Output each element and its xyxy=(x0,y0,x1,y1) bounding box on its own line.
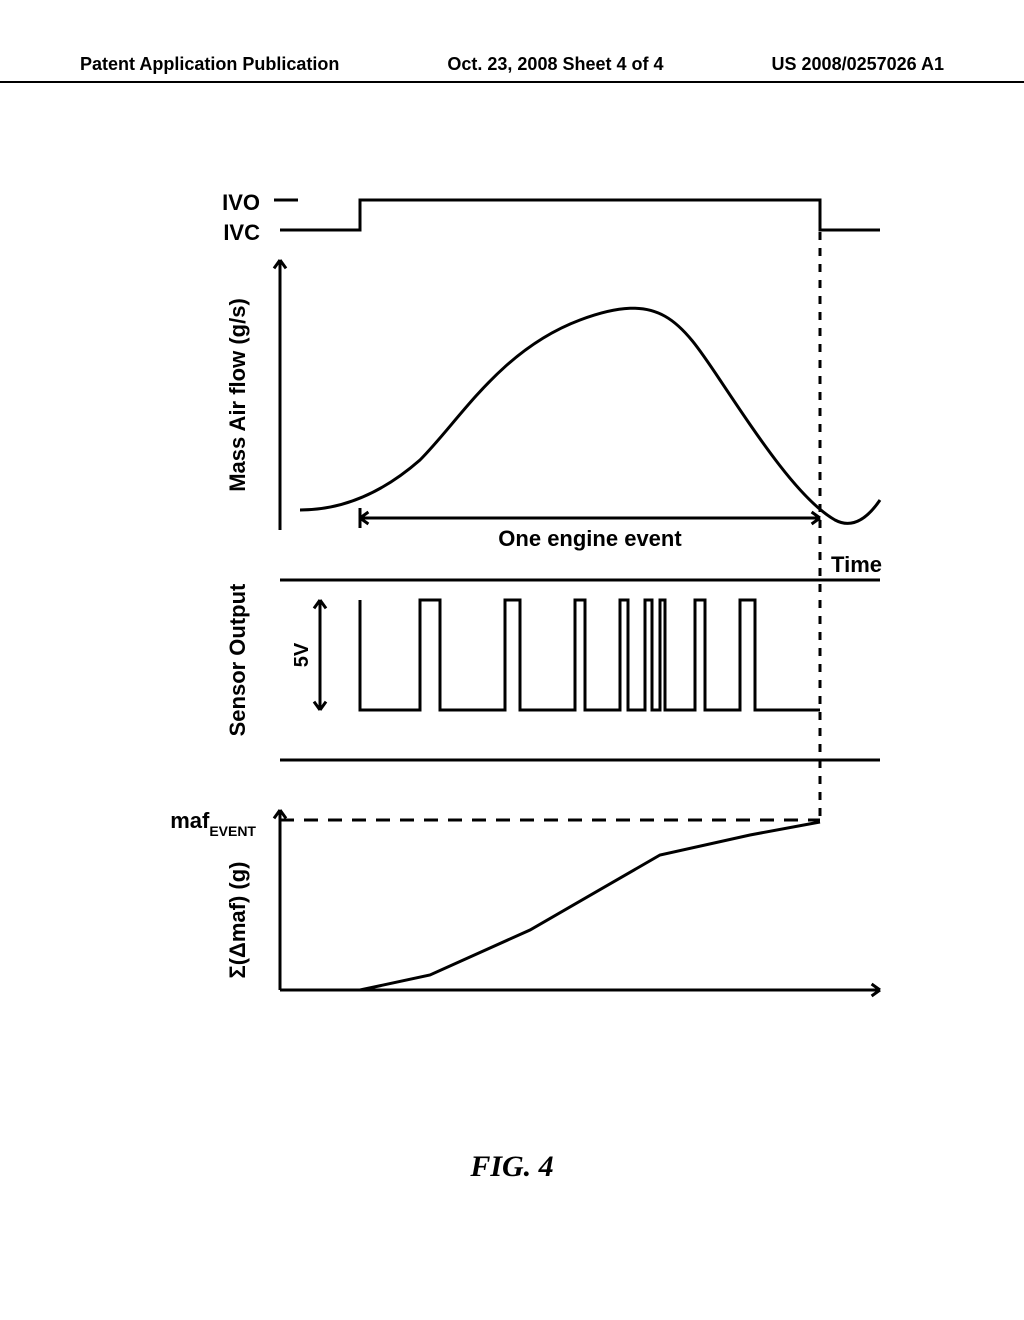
svg-text:IVO: IVO xyxy=(222,190,260,215)
figure-4: IVO IVC Mass Air flow (g/s) One engine even… xyxy=(150,190,890,1190)
svg-text:Sensor Output: Sensor Output xyxy=(225,583,250,736)
svg-text:IVC: IVC xyxy=(223,220,260,245)
svg-text:Mass Air flow (g/s): Mass Air flow (g/s) xyxy=(225,298,250,492)
svg-text:Σ(Δmaf) (g): Σ(Δmaf) (g) xyxy=(225,862,250,979)
header-left: Patent Application Publication xyxy=(80,54,339,75)
header-mid: Oct. 23, 2008 Sheet 4 of 4 xyxy=(447,54,663,75)
header-right: US 2008/0257026 A1 xyxy=(772,54,944,75)
figure-caption: FIG. 4 xyxy=(0,1150,1024,1184)
figure-svg: IVO IVC Mass Air flow (g/s) One engine even… xyxy=(150,190,890,1130)
svg-text:5V: 5V xyxy=(291,642,313,667)
page-header: Patent Application Publication Oct. 23, … xyxy=(0,54,1024,83)
svg-text:One engine event: One engine event xyxy=(498,526,682,551)
svg-text:Time: Time xyxy=(831,552,882,577)
svg-text:mafEVENT: mafEVENT xyxy=(170,808,256,839)
